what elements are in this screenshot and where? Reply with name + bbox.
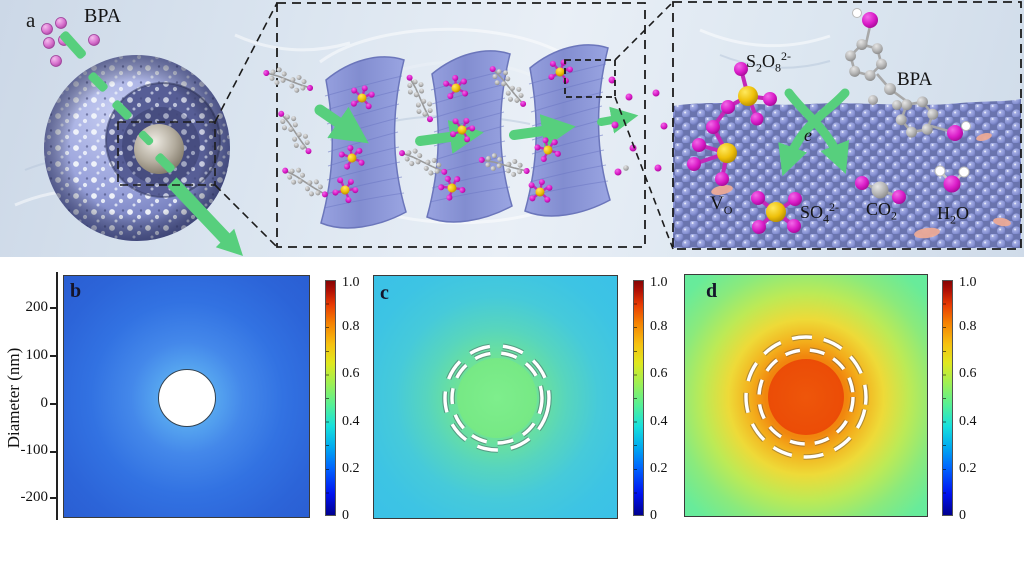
connector-top: [614, 1, 674, 61]
reaction-box-border: [672, 1, 1022, 250]
y-tick-label: -100: [20, 442, 49, 458]
s2o8-s1: 2: [756, 60, 763, 75]
colorbar-tick: 0.4: [342, 414, 360, 429]
zoom-panel-shells: [261, 1, 674, 250]
panel-a-schematic: a BPA S2O82- BPA e VO SO42- CO2 H2O: [0, 0, 1024, 257]
panel-a-art: [14, 1, 1022, 256]
colorbar-tick: 0.2: [342, 461, 360, 476]
colorbar-tick: 0: [959, 508, 966, 523]
y-axis-title: Diameter (nm): [4, 347, 23, 449]
electron-label: e: [804, 125, 812, 145]
h2o-s1: 2: [950, 212, 956, 227]
co2-s1: 2: [891, 208, 898, 223]
colorbar-tick: 0: [342, 508, 349, 523]
porous-double-shell-rings: [743, 334, 869, 460]
porous-shell-rings: [442, 343, 552, 453]
colorbar-tick: 0.2: [959, 461, 977, 476]
so4-sup: 2-: [829, 200, 840, 214]
heatmap-panel-c: [373, 275, 618, 519]
hot-core-region: [768, 359, 844, 435]
panel-label-b: b: [70, 280, 82, 302]
colorbar-tick: 1.0: [342, 275, 360, 290]
diffusion-path-arrows: [60, 31, 243, 256]
shell-slab-1: [320, 56, 407, 229]
zoom-box-sphere: [117, 2, 278, 248]
y-tick-label: 200: [25, 299, 49, 315]
hollow-core-region: [457, 358, 537, 438]
bpa-top-label: BPA: [84, 5, 122, 27]
s2o8-s2: 8: [775, 60, 782, 75]
colorbar-d: 1.0 0.8 0.6 0.4 0.2 0: [942, 276, 1002, 523]
colorbar-b: 1.0 0.8 0.6 0.4 0.2 0: [325, 276, 385, 523]
colorbar-tick: 0.2: [650, 461, 668, 476]
oxygen-vacancy-label: VO: [710, 194, 732, 216]
colorbar-tick: 0.4: [650, 414, 668, 429]
y-tick: [50, 497, 57, 499]
bpa-inset-label: BPA: [897, 69, 933, 90]
so4-s1: 4: [823, 211, 830, 226]
colorbar-gradient: [633, 280, 644, 516]
co2-label: CO2: [866, 200, 897, 222]
colorbar-tick: 0.8: [959, 319, 977, 334]
y-tick-label: 100: [25, 347, 49, 363]
colorbar-c: 1.0 0.8 0.6 0.4 0.2 0: [633, 276, 693, 523]
s2o8-t2: O: [762, 51, 776, 71]
y-tick-label: 0: [40, 395, 49, 411]
oxygen-vacancy-patches: [711, 133, 1011, 239]
panel-label-a: a: [26, 8, 36, 32]
flow-arrows: [314, 104, 639, 154]
so4-t1: SO: [800, 202, 824, 222]
colorbar-tick: 0.8: [342, 319, 360, 334]
colorbar-tick: 0.6: [650, 366, 668, 381]
so4-molecule: [751, 191, 802, 234]
vo-t1: V: [710, 193, 724, 214]
colorbar-tick: 0.6: [342, 366, 360, 381]
solid-sphere-mask: [158, 369, 216, 427]
panel-label-c: c: [380, 282, 389, 304]
so4-label: SO42-: [800, 201, 839, 225]
y-tick-label: -200: [20, 489, 49, 505]
zoom-panel-reaction: [672, 1, 1022, 250]
h2o-label: H2O: [937, 204, 969, 226]
co2-t1: CO: [866, 199, 892, 219]
y-tick: [50, 451, 57, 453]
colorbar-tick: 0.4: [959, 414, 977, 429]
colorbar-gradient: [325, 280, 336, 516]
electron-transfer-arrows: [778, 88, 850, 177]
heatmap-panel-b: [63, 275, 310, 518]
s2o8-sup: 2-: [781, 49, 792, 63]
colorbar-tick: 0.8: [650, 319, 668, 334]
product-dots: [608, 76, 668, 176]
h2o-t1: H: [937, 203, 950, 223]
colorbar-tick: 1.0: [959, 275, 977, 290]
y-tick: [50, 355, 57, 357]
colorbar-tick: 0.6: [959, 366, 977, 381]
bpa-molecule-large: [838, 8, 971, 142]
h2o-t2: O: [956, 203, 969, 223]
co2-molecule: [855, 176, 906, 204]
vo-s1: O: [723, 202, 733, 217]
y-tick: [50, 307, 57, 309]
colorbar-tick: 1.0: [650, 275, 668, 290]
s2o8-molecule: [687, 62, 777, 186]
s2o8-t1: S: [746, 51, 757, 71]
colorbar-gradient: [942, 280, 953, 516]
y-tick: [50, 403, 57, 405]
panel-label-d: d: [706, 280, 718, 302]
s2o8-label: S2O82-: [746, 50, 791, 74]
connector-bottom: [614, 96, 674, 250]
heatmap-panel-d: [684, 274, 928, 517]
y-axis-line: [56, 272, 58, 520]
colorbar-tick: 0: [650, 508, 657, 523]
h2o-molecule: [934, 165, 970, 193]
zoom-box-surface: [564, 59, 616, 98]
